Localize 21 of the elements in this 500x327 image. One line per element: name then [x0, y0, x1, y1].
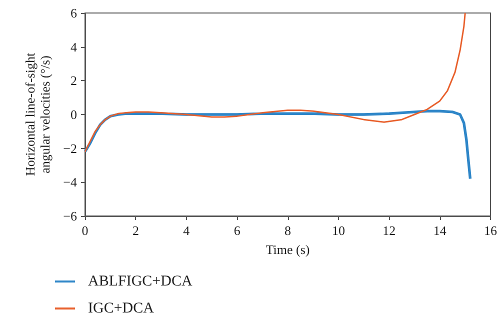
y-tick-label: 4 — [70, 39, 78, 54]
y-tick-label: 6 — [70, 6, 78, 20]
x-tick-label: 0 — [82, 223, 88, 238]
x-tick-label: 6 — [234, 223, 241, 238]
y-tick-label: 2 — [70, 73, 77, 88]
y-tick-label: −4 — [63, 174, 78, 190]
y-tick-label: 0 — [70, 107, 77, 122]
x-tick-label: 16 — [484, 223, 498, 238]
line-series — [84, 12, 466, 152]
y-tick-label: −6 — [63, 208, 78, 224]
x-tick-label: 2 — [132, 223, 139, 238]
x-tick-label: 12 — [382, 223, 396, 238]
legend-label: IGC+DCA — [88, 300, 154, 316]
x-axis-title: Time (s) — [266, 242, 310, 257]
x-tick-label: 8 — [284, 223, 291, 238]
x-tick-label: 10 — [332, 223, 345, 238]
legend-label: ABLFIGC+DCA — [88, 274, 192, 290]
x-tick-label: 14 — [433, 223, 447, 238]
x-tick-label: 4 — [183, 223, 190, 238]
y-axis-title: Horizontal line-of-sight angular velocities (°/s) — [22, 52, 52, 176]
y-tick-label: −2 — [63, 140, 77, 156]
